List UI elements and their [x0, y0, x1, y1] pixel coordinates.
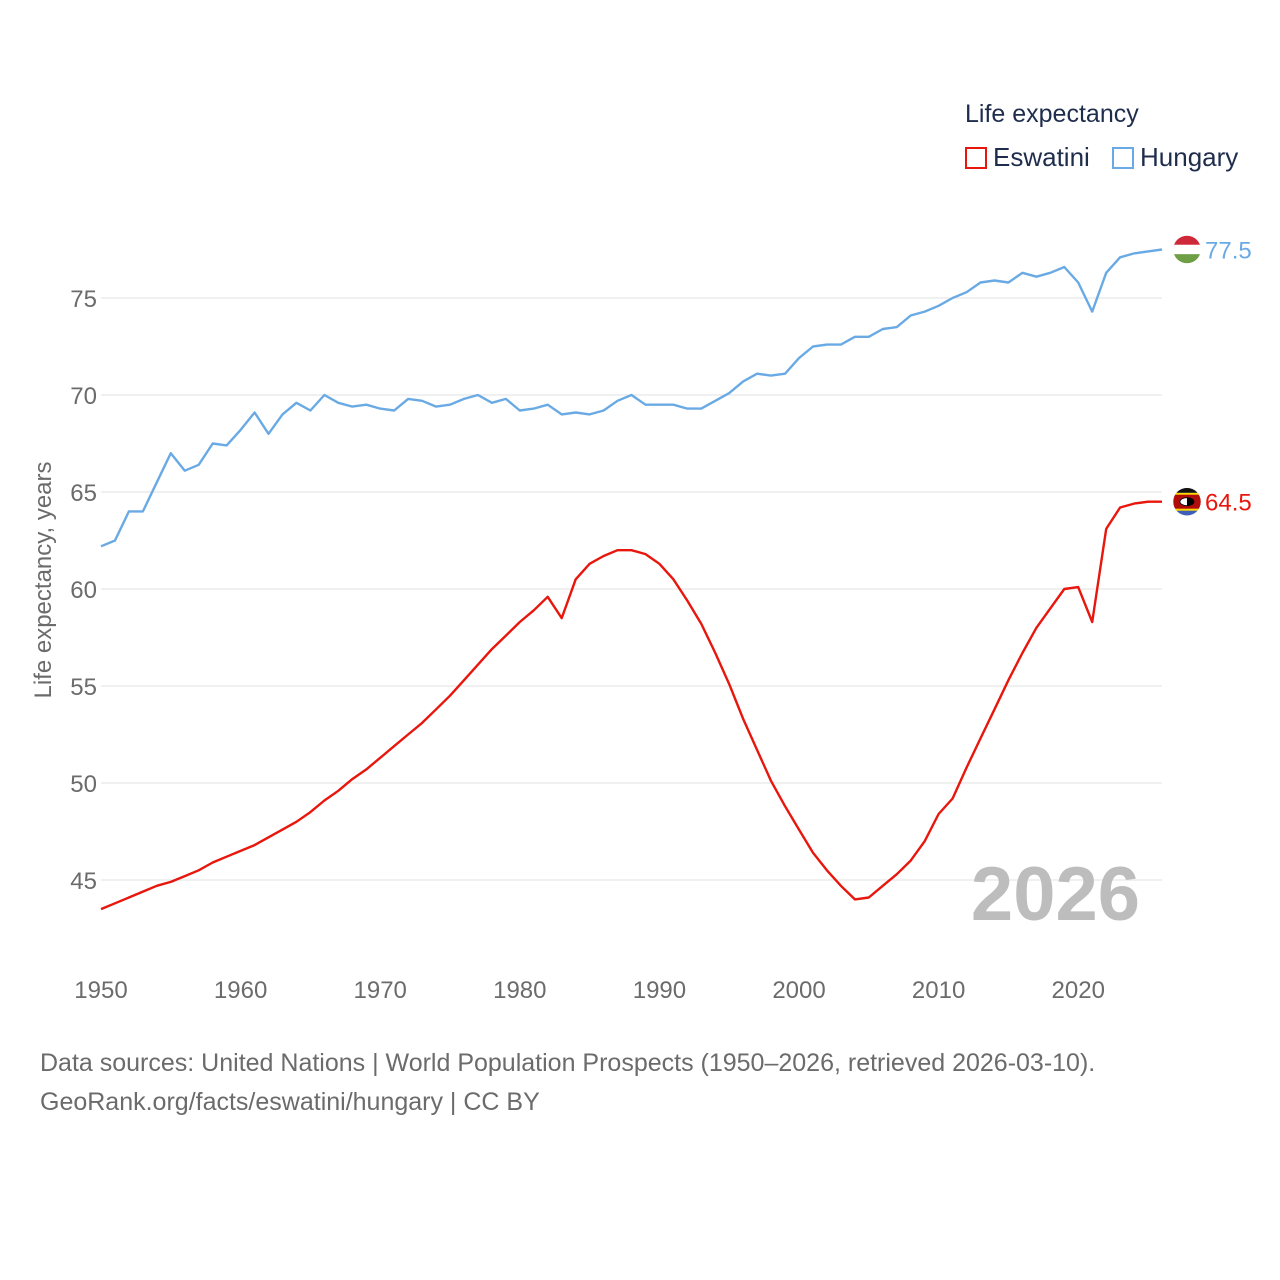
x-tick-label: 1980 — [493, 977, 546, 1004]
x-tick-label: 2010 — [912, 977, 965, 1004]
y-tick-label: 45 — [70, 868, 97, 895]
y-axis-label: Life expectancy, years — [30, 461, 57, 698]
legend-item-eswatini[interactable]: Eswatini — [965, 142, 1090, 173]
eswatini-flag-icon — [1172, 487, 1202, 516]
legend-swatch-eswatini — [965, 146, 987, 169]
end-value-label-eswatini: 64.5 — [1205, 490, 1252, 517]
legend-title: Life expectancy — [965, 100, 1139, 128]
x-tick-label: 1960 — [214, 977, 267, 1004]
y-tick-label: 70 — [70, 383, 97, 410]
series-line-hungary[interactable] — [100, 248, 1163, 548]
y-tick-label: 65 — [70, 480, 97, 507]
sources-line: Data sources: United Nations | World Pop… — [40, 1049, 1096, 1077]
year-watermark: 2026 — [971, 852, 1140, 937]
x-tick-label: 1970 — [354, 977, 407, 1004]
legend-label-eswatini: Eswatini — [993, 142, 1090, 172]
legend-swatch-hungary — [1112, 146, 1134, 169]
data-sources: Data sources: United Nations | World Pop… — [40, 1044, 1095, 1122]
y-tick-label: 60 — [70, 577, 97, 604]
source-url[interactable]: GeoRank.org/facts/eswatini/hungary | CC … — [40, 1088, 540, 1116]
series-line-eswatini[interactable] — [100, 500, 1162, 911]
y-tick-label: 50 — [70, 771, 97, 798]
line-chart: 45 50 55 60 65 70 75 1950 1960 1970 1980 1990 2000 2… — [30, 235, 1252, 1004]
series-end-markers: 64.5 77.5 — [1172, 235, 1252, 517]
x-tick-label: 2020 — [1052, 977, 1105, 1004]
y-tick-label: 55 — [70, 674, 97, 701]
legend-label-hungary: Hungary — [1140, 142, 1239, 172]
end-value-label-hungary: 77.5 — [1205, 238, 1252, 265]
y-axis-ticks: 45 50 55 60 65 70 75 — [70, 286, 97, 895]
series-lines — [100, 248, 1163, 911]
hungary-flag-icon — [1172, 235, 1202, 264]
y-tick-label: 75 — [70, 286, 97, 313]
x-tick-label: 1950 — [74, 977, 127, 1004]
legend-item-hungary[interactable]: Hungary — [1112, 142, 1238, 173]
x-axis-ticks: 1950 1960 1970 1980 1990 2000 2010 2020 — [74, 977, 1105, 1004]
gridlines — [101, 297, 1162, 881]
x-tick-label: 2000 — [772, 977, 825, 1004]
x-tick-label: 1990 — [633, 977, 686, 1004]
